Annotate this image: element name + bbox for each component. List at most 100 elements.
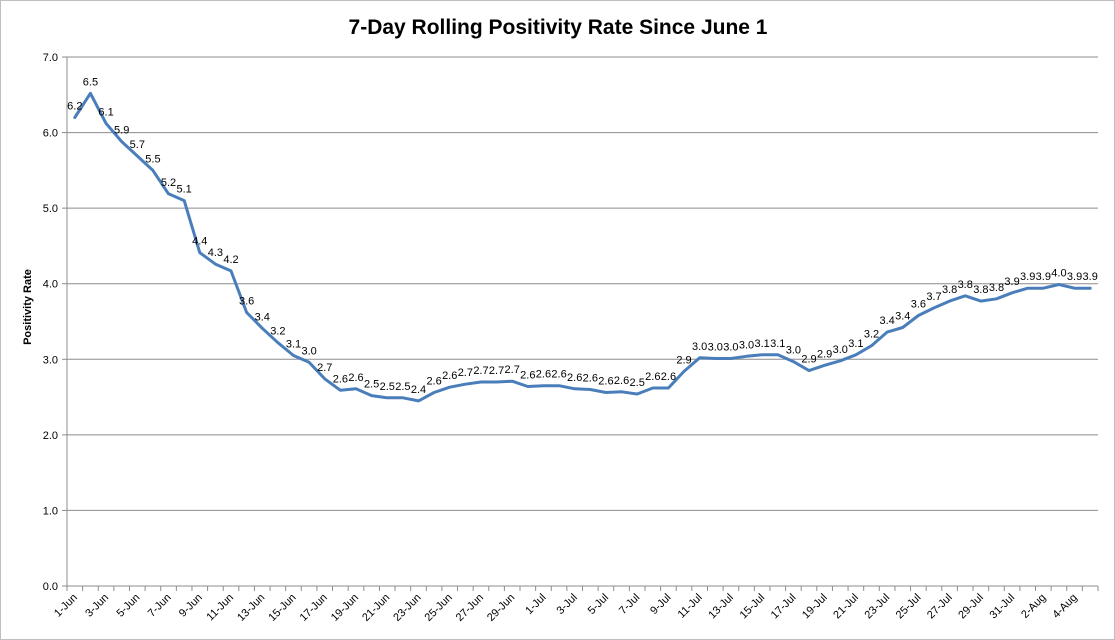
data-label: 3.9 (1083, 271, 1098, 283)
data-label: 2.6 (536, 369, 551, 381)
data-label: 3.0 (692, 341, 707, 353)
x-tick-label: 27-Jul (925, 592, 955, 622)
x-tick-label: 19-Jul (800, 592, 830, 622)
x-tick-label: 29-Jul (956, 592, 986, 622)
x-tick-label: 9-Jun (177, 592, 205, 620)
chart-title: 7-Day Rolling Positivity Rate Since June… (349, 16, 768, 39)
x-tick-label: 21-Jun (360, 592, 392, 624)
data-label: 3.9 (1036, 271, 1051, 283)
x-tick-label: 7-Jun (146, 592, 174, 620)
x-tick-label: 5-Jun (114, 592, 142, 620)
y-tick-label: 1.0 (43, 505, 58, 517)
data-label: 4.4 (192, 236, 207, 248)
x-tick-label: 11-Jun (204, 592, 236, 624)
y-tick-label: 0.0 (43, 581, 58, 593)
data-label: 3.1 (286, 339, 301, 351)
x-tick-label: 2-Aug (1019, 592, 1048, 621)
x-tick-label: 31-Jul (988, 592, 1018, 622)
data-label: 4.0 (1051, 267, 1066, 279)
data-label: 6.2 (67, 100, 82, 112)
y-tick-label: 5.0 (43, 203, 58, 215)
y-tick-label: 7.0 (43, 52, 58, 64)
x-tick-labels: 1-Jun 3-Jun 5-Jun 7-Jun 9-Jun 11-Jun13-Jun15-… (52, 592, 1080, 624)
data-label: 3.6 (911, 298, 926, 310)
x-tick-label: 17-Jul (769, 592, 799, 622)
x-tick-label: 9-Jul (648, 592, 673, 617)
x-tick-label: 15-Jun (266, 592, 298, 624)
data-label: 3.0 (739, 339, 754, 351)
y-tick-label: 2.0 (43, 430, 58, 442)
data-label: 5.1 (177, 184, 192, 196)
data-label: 3.2 (864, 329, 879, 341)
y-tick-label: 6.0 (43, 128, 58, 140)
data-label: 3.2 (270, 326, 285, 338)
data-label: 2.5 (395, 381, 410, 393)
data-label: 3.1 (770, 338, 785, 350)
x-tick-label: 13-Jul (706, 592, 736, 622)
x-tick-label: 23-Jul (863, 592, 893, 622)
data-label: 3.8 (942, 284, 957, 296)
data-label: 2.6 (426, 376, 441, 388)
data-label: 3.0 (723, 342, 738, 354)
x-tick-label: 29-Jun (485, 592, 517, 624)
data-label: 3.8 (973, 284, 988, 296)
series-layer (73, 91, 1092, 403)
data-label: 2.9 (817, 348, 832, 360)
x-tick-label: 19-Jun (329, 592, 361, 624)
data-label: 5.2 (161, 177, 176, 189)
data-label: 2.4 (411, 384, 426, 396)
data-label: 4.2 (223, 254, 238, 266)
x-tick-label: 11-Jul (676, 592, 705, 621)
data-label: 2.7 (317, 362, 332, 374)
data-label: 3.4 (895, 311, 910, 323)
y-tick-labels: 0.0 1.0 2.0 3.0 4.0 5.0 6.0 7.0 (43, 52, 58, 593)
x-tick-label: 7-Jul (617, 592, 642, 617)
x-tick-label: 4-Aug (1050, 592, 1079, 621)
series-line (73, 91, 1092, 403)
data-label: 2.6 (567, 372, 582, 384)
data-label: 2.5 (380, 381, 395, 393)
y-tick-label: 3.0 (43, 354, 58, 366)
axes (62, 56, 1099, 591)
x-tick-label: 25-Jun (423, 592, 455, 624)
gridlines (67, 56, 1098, 511)
x-tick-label: 13-Jun (235, 592, 267, 624)
data-label: 3.1 (754, 338, 769, 350)
x-tick-label: 17-Jun (298, 592, 330, 624)
x-tick-label: 15-Jul (738, 592, 768, 622)
data-label: 3.4 (879, 315, 894, 327)
data-label: 2.6 (614, 375, 629, 387)
data-label: 3.0 (708, 342, 723, 354)
data-label: 2.6 (333, 373, 348, 385)
data-label: 2.6 (661, 371, 676, 383)
data-label: 2.5 (364, 379, 379, 391)
data-label: 2.6 (520, 369, 535, 381)
data-label: 2.6 (348, 372, 363, 384)
data-label: 2.6 (583, 373, 598, 385)
data-label: 3.4 (255, 311, 270, 323)
data-label: 5.5 (145, 153, 160, 165)
y-tick-label: 4.0 (43, 279, 58, 291)
data-label: 3.7 (926, 291, 941, 303)
data-label: 3.8 (958, 279, 973, 291)
x-tick-label: 1-Jun (52, 592, 80, 620)
x-tick-label: 3-Jul (554, 592, 579, 617)
data-label: 3.9 (1020, 271, 1035, 283)
data-labels: 6.26.56.15.95.75.55.25.14.44.34.23.63.43… (67, 76, 1098, 396)
x-tick-label: 5-Jul (586, 592, 611, 617)
data-label: 2.7 (505, 364, 520, 376)
data-label: 2.6 (442, 370, 457, 382)
data-label: 2.7 (473, 365, 488, 377)
data-label: 6.1 (98, 107, 113, 119)
data-label: 3.0 (786, 345, 801, 357)
data-label: 2.5 (630, 377, 645, 389)
data-label: 3.0 (301, 345, 316, 357)
x-tick-label: 25-Jul (894, 592, 924, 622)
data-label: 3.9 (1067, 271, 1082, 283)
data-label: 3.1 (848, 338, 863, 350)
data-label: 2.6 (598, 376, 613, 388)
data-label: 2.6 (551, 369, 566, 381)
x-tick-label: 1-Jul (523, 592, 548, 617)
